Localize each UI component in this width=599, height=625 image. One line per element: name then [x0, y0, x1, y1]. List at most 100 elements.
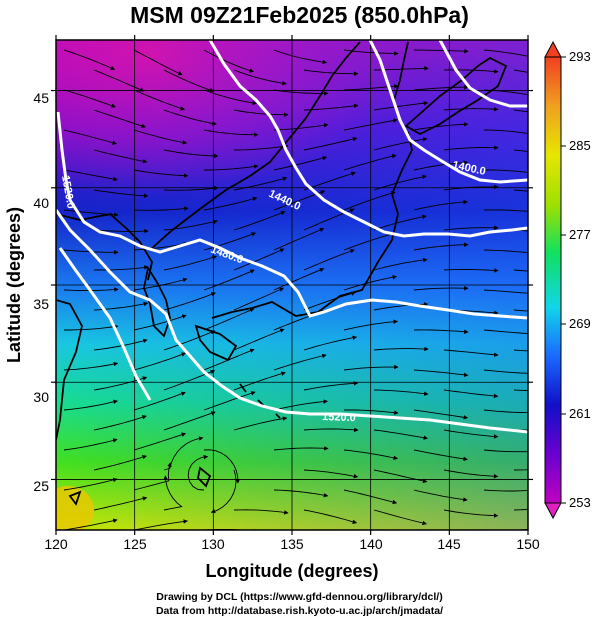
streamline: [373, 509, 427, 526]
streamline: [163, 185, 219, 191]
colorbar-label: 285: [569, 138, 591, 153]
streamline: [63, 518, 118, 530]
streamline: [413, 160, 469, 171]
streamline: [273, 489, 329, 498]
streamline: [303, 136, 358, 151]
streamline: [93, 228, 149, 234]
streamline: [163, 149, 219, 159]
credit-line-data: Data from http://database.rish.kyoto-u.a…: [155, 605, 444, 617]
streamline: [64, 324, 119, 331]
streamline: [163, 292, 216, 311]
streamline: [413, 329, 469, 334]
streamline: [187, 454, 209, 491]
y-tick-label: 25: [33, 478, 49, 494]
streamline: [513, 189, 528, 192]
streamline: [484, 169, 528, 173]
streamline: [344, 409, 399, 415]
streamline: [443, 349, 499, 357]
x-tick-label: 140: [359, 536, 383, 552]
streamline: [63, 477, 118, 491]
y-tick-label: 30: [33, 389, 49, 405]
streamline: [133, 206, 189, 211]
streamline: [133, 277, 188, 291]
x-tick-label: 130: [201, 536, 225, 552]
streamline: [303, 469, 359, 479]
colorbar-label: 293: [569, 49, 591, 64]
streamline: [413, 409, 469, 420]
streamline: [210, 469, 237, 514]
streamline: [63, 361, 119, 371]
streamline: [93, 454, 147, 471]
streamline: [343, 319, 399, 331]
streamline: [443, 268, 499, 273]
streamline: [203, 449, 241, 484]
streamline: [133, 462, 172, 491]
streamline: [413, 489, 468, 502]
streamline: [63, 89, 117, 108]
streamline: [63, 129, 117, 145]
streamline: [233, 416, 288, 431]
streamline: [133, 391, 186, 411]
streamline: [343, 275, 398, 291]
x-axis-label: Longitude (degrees): [205, 561, 378, 581]
streamline: [93, 189, 149, 198]
streamline: [233, 144, 289, 151]
grid-lines: [56, 40, 528, 530]
streamline: [373, 257, 428, 271]
streamline: [513, 389, 528, 391]
streamline: [373, 346, 429, 352]
streamline: [273, 227, 325, 251]
streamline: [303, 427, 359, 433]
streamline: [413, 449, 468, 462]
colorbar-label: 269: [569, 316, 591, 331]
streamline: [233, 210, 286, 231]
streamline: [133, 89, 186, 111]
streamline: [233, 176, 288, 191]
streamline: [94, 265, 149, 271]
contour-label-1520-south: 1520.0: [322, 411, 356, 424]
streamline: [513, 508, 528, 511]
streamline: [63, 169, 118, 182]
streamline: [93, 149, 148, 164]
streamline: [443, 429, 499, 439]
y-axis-label: Latitude (degrees): [4, 207, 24, 363]
streamline: [413, 122, 469, 131]
streamline: [303, 249, 355, 271]
chart-title: MSM 09Z21Feb2025 (850.0hPa): [130, 2, 469, 28]
streamline: [163, 330, 216, 351]
streamline: [303, 69, 359, 76]
x-tick-label: 150: [516, 536, 540, 552]
streamline: [513, 349, 528, 352]
streamline: [273, 89, 329, 96]
streamline: [233, 509, 289, 515]
streamline: [133, 129, 188, 145]
streamline: [303, 171, 356, 191]
streamline: [63, 438, 118, 451]
streamline: [513, 69, 528, 73]
streamline: [483, 289, 528, 294]
colorbar-label: 253: [569, 495, 591, 510]
credit-line-drawing: Drawing by DCL (https://www.gfd-dennou.o…: [156, 591, 443, 603]
streamline: [203, 89, 257, 106]
streamline: [343, 489, 398, 505]
colorbar-label: 261: [569, 406, 591, 421]
streamline: [203, 232, 257, 251]
streamline: [373, 174, 427, 191]
streamline: [203, 391, 256, 411]
streamline: [133, 49, 183, 76]
streamline: [233, 328, 285, 351]
geopotential-contours: [56, 40, 528, 434]
streamline: [233, 109, 289, 117]
streamline: [373, 137, 428, 151]
y-tick-label: 40: [33, 195, 49, 211]
streamline: [273, 353, 327, 371]
streamline: [373, 100, 429, 111]
streamline: [483, 329, 528, 334]
streamline: [93, 338, 148, 351]
streamline: [93, 496, 148, 511]
streamline: [513, 269, 528, 272]
streamline: [413, 369, 469, 378]
colorbar: 293 285 277 269 261 253: [544, 40, 591, 520]
x-tick-label: 135: [280, 536, 304, 552]
